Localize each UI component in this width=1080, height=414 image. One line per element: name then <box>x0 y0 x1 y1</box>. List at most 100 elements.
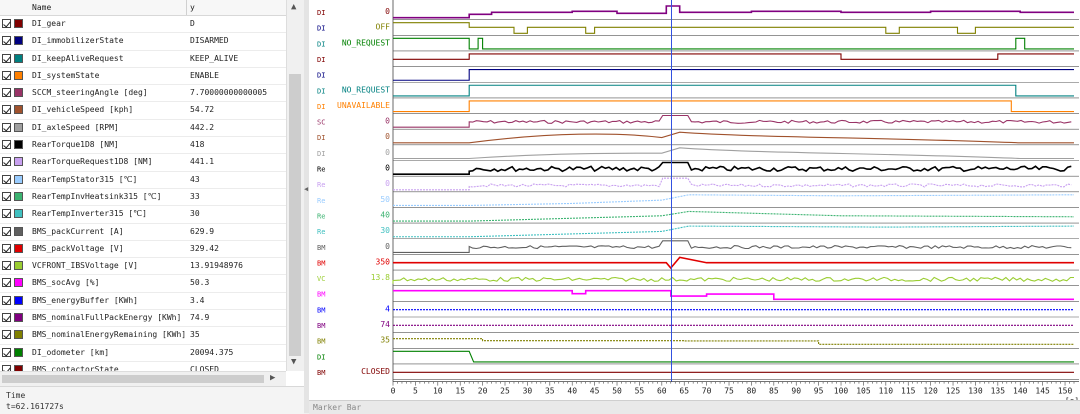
color-swatch[interactable] <box>14 278 23 288</box>
column-header-name[interactable]: Name <box>32 3 52 12</box>
color-swatch[interactable] <box>14 209 23 219</box>
signal-lane[interactable]: BM CLOSED <box>317 367 1079 380</box>
panel-splitter[interactable]: ◀ <box>304 0 309 413</box>
checkbox[interactable] <box>2 88 11 98</box>
checkbox[interactable] <box>2 295 11 305</box>
color-swatch[interactable] <box>14 19 23 28</box>
table-row[interactable]: RearTempInverter315 [℃] 30 <box>0 206 286 224</box>
color-swatch[interactable] <box>14 261 23 271</box>
lane-value-label: UNAVAILABLE <box>337 101 390 110</box>
checkbox[interactable] <box>2 313 11 323</box>
signal-lane[interactable]: DI 0 <box>317 131 1079 146</box>
signal-lane[interactable]: DI 0 <box>317 5 1079 20</box>
splitter-grip-icon[interactable]: ◀ <box>304 185 309 193</box>
signal-lane[interactable]: BM 4 <box>317 304 1079 318</box>
horizontal-scrollbar[interactable]: ▶ <box>0 371 286 386</box>
signal-plot[interactable]: DI 0 DI OFF DI NO_REQUEST DI DI DI NO_REQUEST DI UN… <box>309 0 1080 400</box>
signal-lane[interactable]: Re 40 <box>317 210 1079 224</box>
color-swatch[interactable] <box>14 53 23 63</box>
signal-lane[interactable]: Re 50 <box>317 194 1079 208</box>
checkbox[interactable] <box>2 122 11 132</box>
checkbox[interactable] <box>2 105 11 115</box>
table-row[interactable]: DI_systemState ENABLE <box>0 68 286 86</box>
signal-lane[interactable]: DI <box>317 53 1079 67</box>
color-swatch[interactable] <box>14 122 23 132</box>
color-swatch[interactable] <box>14 174 23 184</box>
signal-lane[interactable]: SC 0 <box>317 114 1079 130</box>
table-row[interactable]: BMS_nominalEnergyRemaining [KWh] 35 <box>0 327 286 345</box>
color-swatch[interactable] <box>14 88 23 98</box>
table-row[interactable]: DI_vehicleSpeed [kph] 54.72 <box>0 102 286 120</box>
color-swatch[interactable] <box>14 313 23 323</box>
table-row[interactable]: RearTorqueRequest1D8 [NM] 441.1 <box>0 154 286 172</box>
checkbox[interactable] <box>2 140 11 150</box>
checkbox[interactable] <box>2 278 11 288</box>
checkbox[interactable] <box>2 174 11 184</box>
table-row[interactable]: BMS_packCurrent [A] 629.9 <box>0 224 286 241</box>
scroll-up-icon[interactable]: ▲ <box>291 2 297 12</box>
checkbox[interactable] <box>2 36 11 46</box>
signal-lane[interactable]: BM 35 <box>317 336 1079 349</box>
signal-lane[interactable]: BM <box>317 289 1079 302</box>
checkbox[interactable] <box>2 330 11 340</box>
checkbox[interactable] <box>2 53 11 63</box>
table-row[interactable]: BMS_nominalFullPackEnergy [KWh] 74.9 <box>0 310 286 328</box>
checkbox[interactable] <box>2 347 11 357</box>
checkbox[interactable] <box>2 191 11 201</box>
checkbox[interactable] <box>2 19 11 28</box>
checkbox[interactable] <box>2 70 11 80</box>
color-swatch[interactable] <box>14 243 23 253</box>
signal-lane[interactable]: DI <box>317 350 1079 365</box>
signal-lane[interactable]: DI NO_REQUEST <box>317 37 1079 52</box>
signal-lane[interactable]: DI NO_REQUEST <box>317 84 1079 99</box>
color-swatch[interactable] <box>14 140 23 150</box>
checkbox[interactable] <box>2 226 11 236</box>
checkbox[interactable] <box>2 157 11 167</box>
scroll-down-icon[interactable]: ▼ <box>291 357 297 367</box>
checkbox[interactable] <box>2 209 11 219</box>
signal-lane[interactable]: Re 30 <box>317 225 1079 240</box>
color-swatch[interactable] <box>14 226 23 236</box>
vertical-scrollbar[interactable]: ▲ ▼ <box>286 0 304 371</box>
table-row[interactable]: DI_axleSpeed [RPM] 442.2 <box>0 120 286 138</box>
checkbox[interactable] <box>2 261 11 271</box>
table-row[interactable]: VCFRONT_IBSVoltage [V] 13.91948976 <box>0 258 286 276</box>
color-swatch[interactable] <box>14 36 23 46</box>
table-row[interactable]: RearTorque1D8 [NM] 418 <box>0 137 286 155</box>
table-row[interactable]: DI_odometer [km] 20094.375 <box>0 345 286 362</box>
color-swatch[interactable] <box>14 347 23 357</box>
table-row[interactable]: RearTempInvHeatsink315 [℃] 33 <box>0 189 286 207</box>
signal-lane[interactable]: BM 350 <box>317 256 1079 271</box>
signal-lane[interactable]: DI <box>317 69 1079 83</box>
column-header-value[interactable]: y <box>190 3 195 12</box>
table-row[interactable]: DI_keepAliveRequest KEEP_ALIVE <box>0 51 286 68</box>
scrollbar-thumb[interactable] <box>2 375 264 383</box>
signal-lane[interactable]: BM 0 <box>317 240 1079 255</box>
color-swatch[interactable] <box>14 105 23 115</box>
table-row[interactable]: BMS_packVoltage [V] 329.42 <box>0 241 286 259</box>
signal-lane[interactable]: VC 13.8 <box>317 273 1079 287</box>
table-row[interactable]: BMS_socAvg [%] 50.3 <box>0 275 286 293</box>
x-tick-label: 45 <box>590 387 600 396</box>
channel-name: DI_vehicleSpeed [kph] <box>32 105 134 115</box>
scrollbar-thumb[interactable] <box>289 74 301 356</box>
signal-lane[interactable]: DI UNAVAILABLE <box>317 100 1079 114</box>
checkbox[interactable] <box>2 243 11 253</box>
table-row[interactable]: BMS_energyBuffer [KWh] 3.4 <box>0 293 286 311</box>
color-swatch[interactable] <box>14 295 23 305</box>
scroll-right-icon[interactable]: ▶ <box>270 373 276 383</box>
signal-lane[interactable]: DI OFF <box>317 22 1079 36</box>
table-row[interactable]: RearTempStator315 [℃] 43 <box>0 172 286 189</box>
table-row[interactable]: DI_gear D <box>0 16 286 34</box>
color-swatch[interactable] <box>14 330 23 340</box>
signal-lane[interactable]: DI 0 <box>317 147 1079 161</box>
table-row[interactable]: DI_immobilizerState DISARMED <box>0 33 286 51</box>
signal-lane[interactable]: Re 0 <box>317 177 1079 193</box>
marker-bar[interactable]: Marker Bar <box>309 400 1080 414</box>
signal-lane[interactable]: BM 74 <box>317 320 1079 333</box>
color-swatch[interactable] <box>14 70 23 80</box>
color-swatch[interactable] <box>14 191 23 201</box>
color-swatch[interactable] <box>14 157 23 167</box>
signal-lane[interactable]: Re 0 <box>317 161 1079 177</box>
table-row[interactable]: SCCM_steeringAngle [deg] 7.70000000000005 <box>0 85 286 103</box>
